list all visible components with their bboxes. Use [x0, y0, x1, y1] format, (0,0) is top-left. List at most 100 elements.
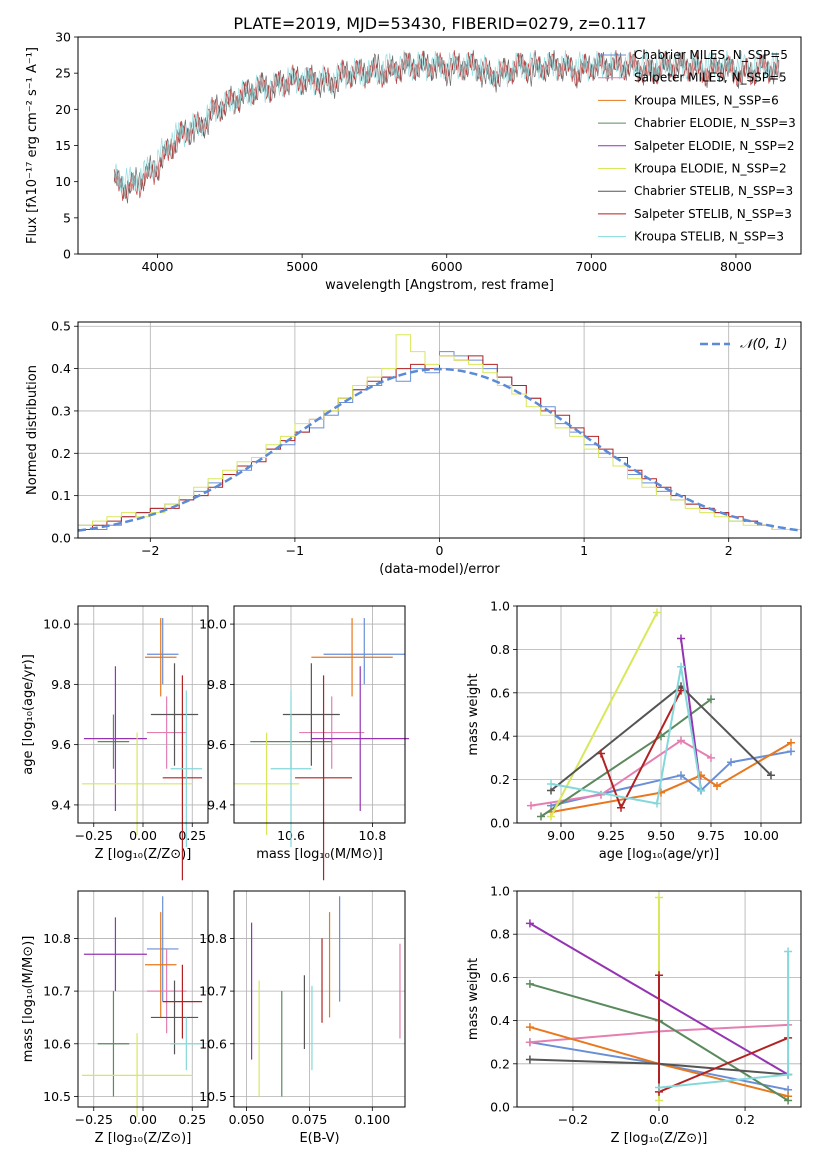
legend-label: Chabrier STELIB, N_SSP=3 — [634, 184, 793, 198]
plot-frame — [77, 890, 209, 1108]
panel-mass-vs-ebv: 0.050 0.075 0.100 10.5 10.6 10.7 10.8 E(B-V) — [199, 890, 406, 1146]
y-tick-label: 10 — [55, 174, 71, 189]
x-tick-label: 0.2 — [735, 1112, 755, 1127]
y-tick-label: 0.6 — [490, 970, 510, 985]
x-tick-label: 0.25 — [178, 1112, 206, 1127]
y-tick-label: 0.6 — [490, 685, 510, 700]
legend-label: Chabrier MILES, N_SSP=5 — [634, 48, 788, 62]
x-tick-label: 6000 — [431, 259, 463, 274]
errorbar-point — [81, 732, 193, 836]
errorbar-point — [234, 732, 300, 836]
errorbar-point — [83, 917, 147, 992]
y-tick-label: 9.8 — [51, 677, 71, 692]
legend-label: Salpeter ELODIE, N_SSP=2 — [634, 139, 795, 153]
panel-mass-vs-Z: −0.25 0.00 0.25 10.5 10.6 10.7 10.8 Z [log₁₀(Z/… — [21, 890, 209, 1146]
y-tick-label: 0.0 — [490, 816, 510, 831]
mass-weight-marker — [677, 771, 685, 780]
mass-weight-marker — [597, 749, 605, 758]
errorbar-point — [83, 666, 147, 811]
histograms — [78, 334, 801, 538]
y-tick-label: 9.4 — [207, 797, 227, 812]
plot-frame — [77, 321, 802, 539]
errorbar-point — [81, 1033, 193, 1118]
errorbar-point — [282, 663, 340, 766]
y-axis-label: age [log₁₀(age/yr)] — [21, 654, 36, 775]
errorbar-point — [146, 948, 187, 1034]
y-tick-label: 9.8 — [207, 677, 227, 692]
mass-weight-marker — [547, 779, 555, 788]
y-tick-label: 5 — [63, 210, 71, 225]
x-axis-label: Z [log₁₀(Z/Z⊙)] — [611, 1131, 708, 1146]
x-tick-label: 9.50 — [647, 828, 675, 843]
y-axis-label: mass [log₁₀(M/M⊙)] — [21, 936, 36, 1063]
errorbar-point — [146, 618, 179, 685]
mass-weight-marker — [697, 786, 705, 795]
x-tick-label: 0.075 — [292, 1112, 328, 1127]
spectrum-series-line — [113, 50, 780, 201]
x-axis-label: E(B-V) — [299, 1131, 339, 1146]
x-tick-label: 0.25 — [178, 828, 206, 843]
spectrum-lines — [113, 50, 780, 204]
plot-frame — [77, 605, 209, 824]
legend-label: Kroupa STELIB, N_SSP=3 — [634, 230, 784, 244]
mass-weight-marker — [784, 947, 793, 956]
x-tick-label: 10.8 — [359, 828, 387, 843]
mass-weight-marker — [525, 919, 534, 928]
errorbar-point — [146, 696, 187, 769]
y-tick-label: 10.6 — [43, 1036, 71, 1051]
spectrum-series-line — [113, 50, 780, 204]
errorbar-point — [97, 991, 130, 1097]
plot-frame — [233, 890, 406, 1108]
legend-label: 𝒩(0, 1) — [740, 337, 787, 352]
figure-title: PLATE=2019, MJD=53430, FIBERID=0279, z=0… — [233, 14, 646, 33]
mass-weight-marker — [655, 1083, 663, 1092]
mass-weight-marker — [655, 893, 663, 902]
mass-weight-marker — [707, 695, 715, 704]
y-tick-label: 0.8 — [490, 642, 510, 657]
mass-weight-marker — [655, 1096, 663, 1105]
errorbar-point — [311, 618, 393, 697]
y-tick-label: 0.0 — [51, 531, 71, 546]
mass-weight-marker — [787, 738, 795, 747]
x-tick-label: 0.100 — [354, 1112, 390, 1127]
mass-weight-marker — [653, 608, 661, 617]
y-axis-label: mass weight — [466, 673, 481, 755]
y-tick-label: 1.0 — [490, 599, 510, 614]
x-tick-label: 0.0 — [649, 1112, 669, 1127]
histogram-step — [78, 334, 801, 538]
errorbar-point — [295, 675, 353, 881]
y-tick-label: 25 — [55, 66, 71, 81]
mass-weight-marker — [784, 1070, 793, 1079]
errorbar-point — [150, 663, 199, 766]
errorbar-point — [162, 675, 203, 881]
normal-curve — [78, 367, 801, 532]
mass-weight-marker — [727, 758, 735, 767]
mass-weight-marker — [525, 1038, 534, 1047]
y-tick-label: 0.4 — [51, 361, 71, 376]
x-tick-label: 0.00 — [129, 1112, 157, 1127]
mass-weight-marker — [677, 686, 685, 695]
y-tick-label: 0.3 — [51, 403, 71, 418]
x-tick-label: 10.00 — [743, 828, 779, 843]
errorbar-point — [270, 690, 312, 848]
y-axis-label: Normed distribution — [25, 365, 40, 495]
x-tick-label: −0.2 — [558, 1112, 588, 1127]
errorbar-point — [170, 1017, 203, 1071]
mass-weight-marker — [713, 782, 721, 791]
x-axis-label: Z [log₁₀(Z/Z⊙)] — [95, 847, 192, 862]
mass-weight-marker — [617, 803, 625, 812]
y-tick-label: 0.8 — [490, 927, 510, 942]
mass-weight-marker — [537, 812, 545, 821]
y-tick-label: 9.6 — [51, 737, 71, 752]
mass-weight-marker — [707, 753, 715, 762]
legend-label: Kroupa MILES, N_SSP=6 — [634, 93, 779, 107]
x-tick-label: 4000 — [142, 259, 174, 274]
mass-weight-marker — [597, 790, 605, 799]
x-tick-label: −0.25 — [75, 828, 113, 843]
y-tick-label: 10.8 — [199, 931, 227, 946]
x-tick-label: 0 — [436, 543, 444, 558]
x-axis-label: age [log₁₀(age/yr)] — [599, 847, 720, 862]
y-tick-label: 15 — [55, 138, 71, 153]
x-tick-label: 2 — [725, 543, 733, 558]
